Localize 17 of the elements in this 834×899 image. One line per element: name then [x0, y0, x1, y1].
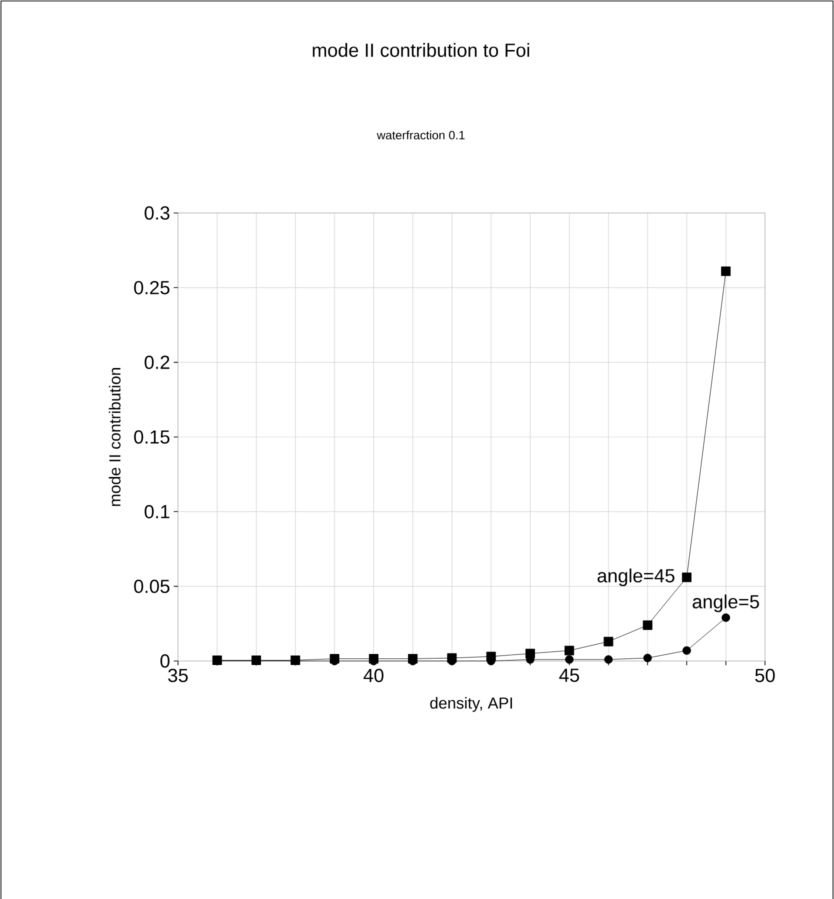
x-tick-label: 40 [364, 668, 384, 682]
series-label: angle=45 [598, 568, 674, 586]
y-tick-label: 0.2 [144, 356, 170, 370]
y-tick-label: 0.25 [134, 280, 170, 294]
y-tick-label: 0.15 [134, 430, 170, 444]
series-label: angle=5 [692, 594, 760, 612]
y-axis-title: mode II contribution [108, 368, 121, 506]
x-tick-label: 45 [559, 668, 580, 682]
y-tick-label: 0.05 [134, 580, 170, 594]
y-tick-label: 0 [160, 654, 170, 668]
y-tick-label: 0.1 [144, 504, 170, 518]
x-tick-label: 35 [168, 668, 188, 682]
chart-title: mode II contribution to Foi [312, 43, 530, 57]
y-tick-label: 0.3 [144, 206, 170, 220]
chart-subtitle: waterfraction 0.1 [376, 130, 465, 140]
x-axis-title: density, API [430, 697, 512, 712]
x-tick-label: 50 [755, 668, 775, 682]
